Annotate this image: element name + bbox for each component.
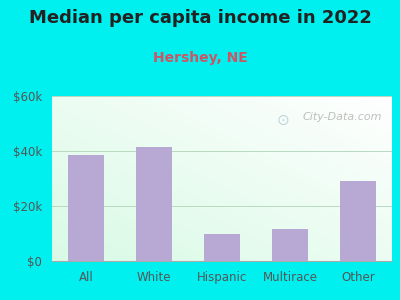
Bar <box>204 233 240 261</box>
Bar <box>136 147 172 261</box>
Bar <box>68 155 104 261</box>
Text: City-Data.com: City-Data.com <box>302 112 382 122</box>
Text: ⊙: ⊙ <box>277 112 290 128</box>
Text: Median per capita income in 2022: Median per capita income in 2022 <box>28 9 372 27</box>
Bar <box>340 181 376 261</box>
Bar <box>272 230 308 261</box>
Text: Hershey, NE: Hershey, NE <box>153 51 247 65</box>
